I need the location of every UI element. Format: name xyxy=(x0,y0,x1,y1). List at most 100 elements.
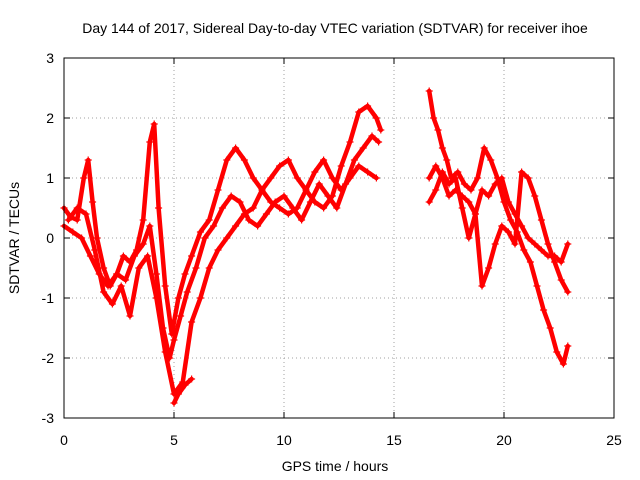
data-point xyxy=(80,174,88,182)
data-point xyxy=(460,180,468,188)
data-point xyxy=(192,264,200,272)
data-point xyxy=(170,336,178,344)
data-point xyxy=(271,198,279,206)
data-point xyxy=(526,258,534,266)
data-point xyxy=(372,114,380,122)
data-point xyxy=(425,198,433,206)
data-point xyxy=(359,144,367,152)
data-point xyxy=(119,252,127,260)
data-point xyxy=(155,204,163,212)
data-point xyxy=(100,264,108,272)
data-point xyxy=(337,186,345,194)
data-point xyxy=(564,240,572,248)
data-point xyxy=(108,300,116,308)
data-point xyxy=(432,162,440,170)
data-point xyxy=(181,381,189,389)
data-point xyxy=(524,174,532,182)
data-point xyxy=(537,246,545,254)
data-point xyxy=(64,216,72,224)
data-point xyxy=(350,156,358,164)
data-point xyxy=(161,282,169,290)
data-point xyxy=(520,246,528,254)
data-point xyxy=(267,174,275,182)
data-point xyxy=(346,138,354,146)
data-point xyxy=(498,222,506,230)
data-point xyxy=(474,174,482,182)
data-point xyxy=(467,186,475,194)
data-point xyxy=(511,240,519,248)
data-point xyxy=(425,174,433,182)
data-point xyxy=(531,240,539,248)
data-point xyxy=(553,348,561,356)
x-tick-label: 0 xyxy=(60,432,68,448)
series-track-5 xyxy=(425,87,572,368)
y-tick-label: 2 xyxy=(46,110,54,126)
data-point xyxy=(218,204,226,212)
data-point xyxy=(205,264,213,272)
data-point xyxy=(298,216,306,224)
data-point xyxy=(302,186,310,194)
data-point xyxy=(504,228,512,236)
series-trace xyxy=(66,157,379,397)
data-point xyxy=(485,264,493,272)
data-point xyxy=(100,288,108,296)
data-point xyxy=(320,156,328,164)
data-point xyxy=(139,240,147,248)
data-point xyxy=(117,282,125,290)
data-point xyxy=(465,234,473,242)
x-axis-label: GPS time / hours xyxy=(282,458,389,474)
data-point xyxy=(458,192,466,200)
data-point xyxy=(289,204,297,212)
data-point xyxy=(139,216,147,224)
data-point xyxy=(551,258,559,266)
data-point xyxy=(377,126,385,134)
data-point xyxy=(557,276,565,284)
data-point xyxy=(122,276,130,284)
data-point xyxy=(346,174,354,182)
data-point xyxy=(533,282,541,290)
data-point xyxy=(544,240,552,248)
data-point xyxy=(564,342,572,350)
y-tick-label: 0 xyxy=(46,230,54,246)
data-point xyxy=(364,102,372,110)
data-point xyxy=(438,144,446,152)
data-point xyxy=(333,204,341,212)
data-point xyxy=(249,204,257,212)
data-point xyxy=(537,216,545,224)
data-point xyxy=(478,282,486,290)
x-tick-label: 15 xyxy=(386,432,402,448)
data-point xyxy=(454,168,462,176)
data-point xyxy=(177,312,185,320)
data-point xyxy=(276,204,284,212)
data-point xyxy=(306,198,314,206)
data-point xyxy=(518,168,526,176)
data-point xyxy=(458,204,466,212)
data-point xyxy=(337,162,345,170)
data-point xyxy=(205,216,213,224)
data-point xyxy=(150,120,158,128)
data-point xyxy=(280,192,288,200)
data-point xyxy=(372,174,380,182)
x-tick-label: 5 xyxy=(170,432,178,448)
axis-ticks: 0 5 10 15 20 25 -3 -2 -1 0 1 2 3 xyxy=(42,50,622,448)
data-point xyxy=(188,318,196,326)
data-point xyxy=(355,108,363,116)
data-point xyxy=(452,174,460,182)
data-point xyxy=(491,180,499,188)
data-point xyxy=(174,390,182,398)
data-point xyxy=(135,264,143,272)
data-point xyxy=(86,252,94,260)
data-point xyxy=(161,348,169,356)
series-track-7 xyxy=(425,162,572,296)
data-point xyxy=(210,222,218,230)
data-point xyxy=(320,204,328,212)
data-point xyxy=(471,210,479,218)
data-point xyxy=(293,174,301,182)
data-point xyxy=(240,210,248,218)
data-point xyxy=(240,156,248,164)
data-point xyxy=(498,174,506,182)
data-point xyxy=(183,288,191,296)
series-trace xyxy=(426,169,571,265)
data-point xyxy=(188,252,196,260)
data-point xyxy=(518,222,526,230)
